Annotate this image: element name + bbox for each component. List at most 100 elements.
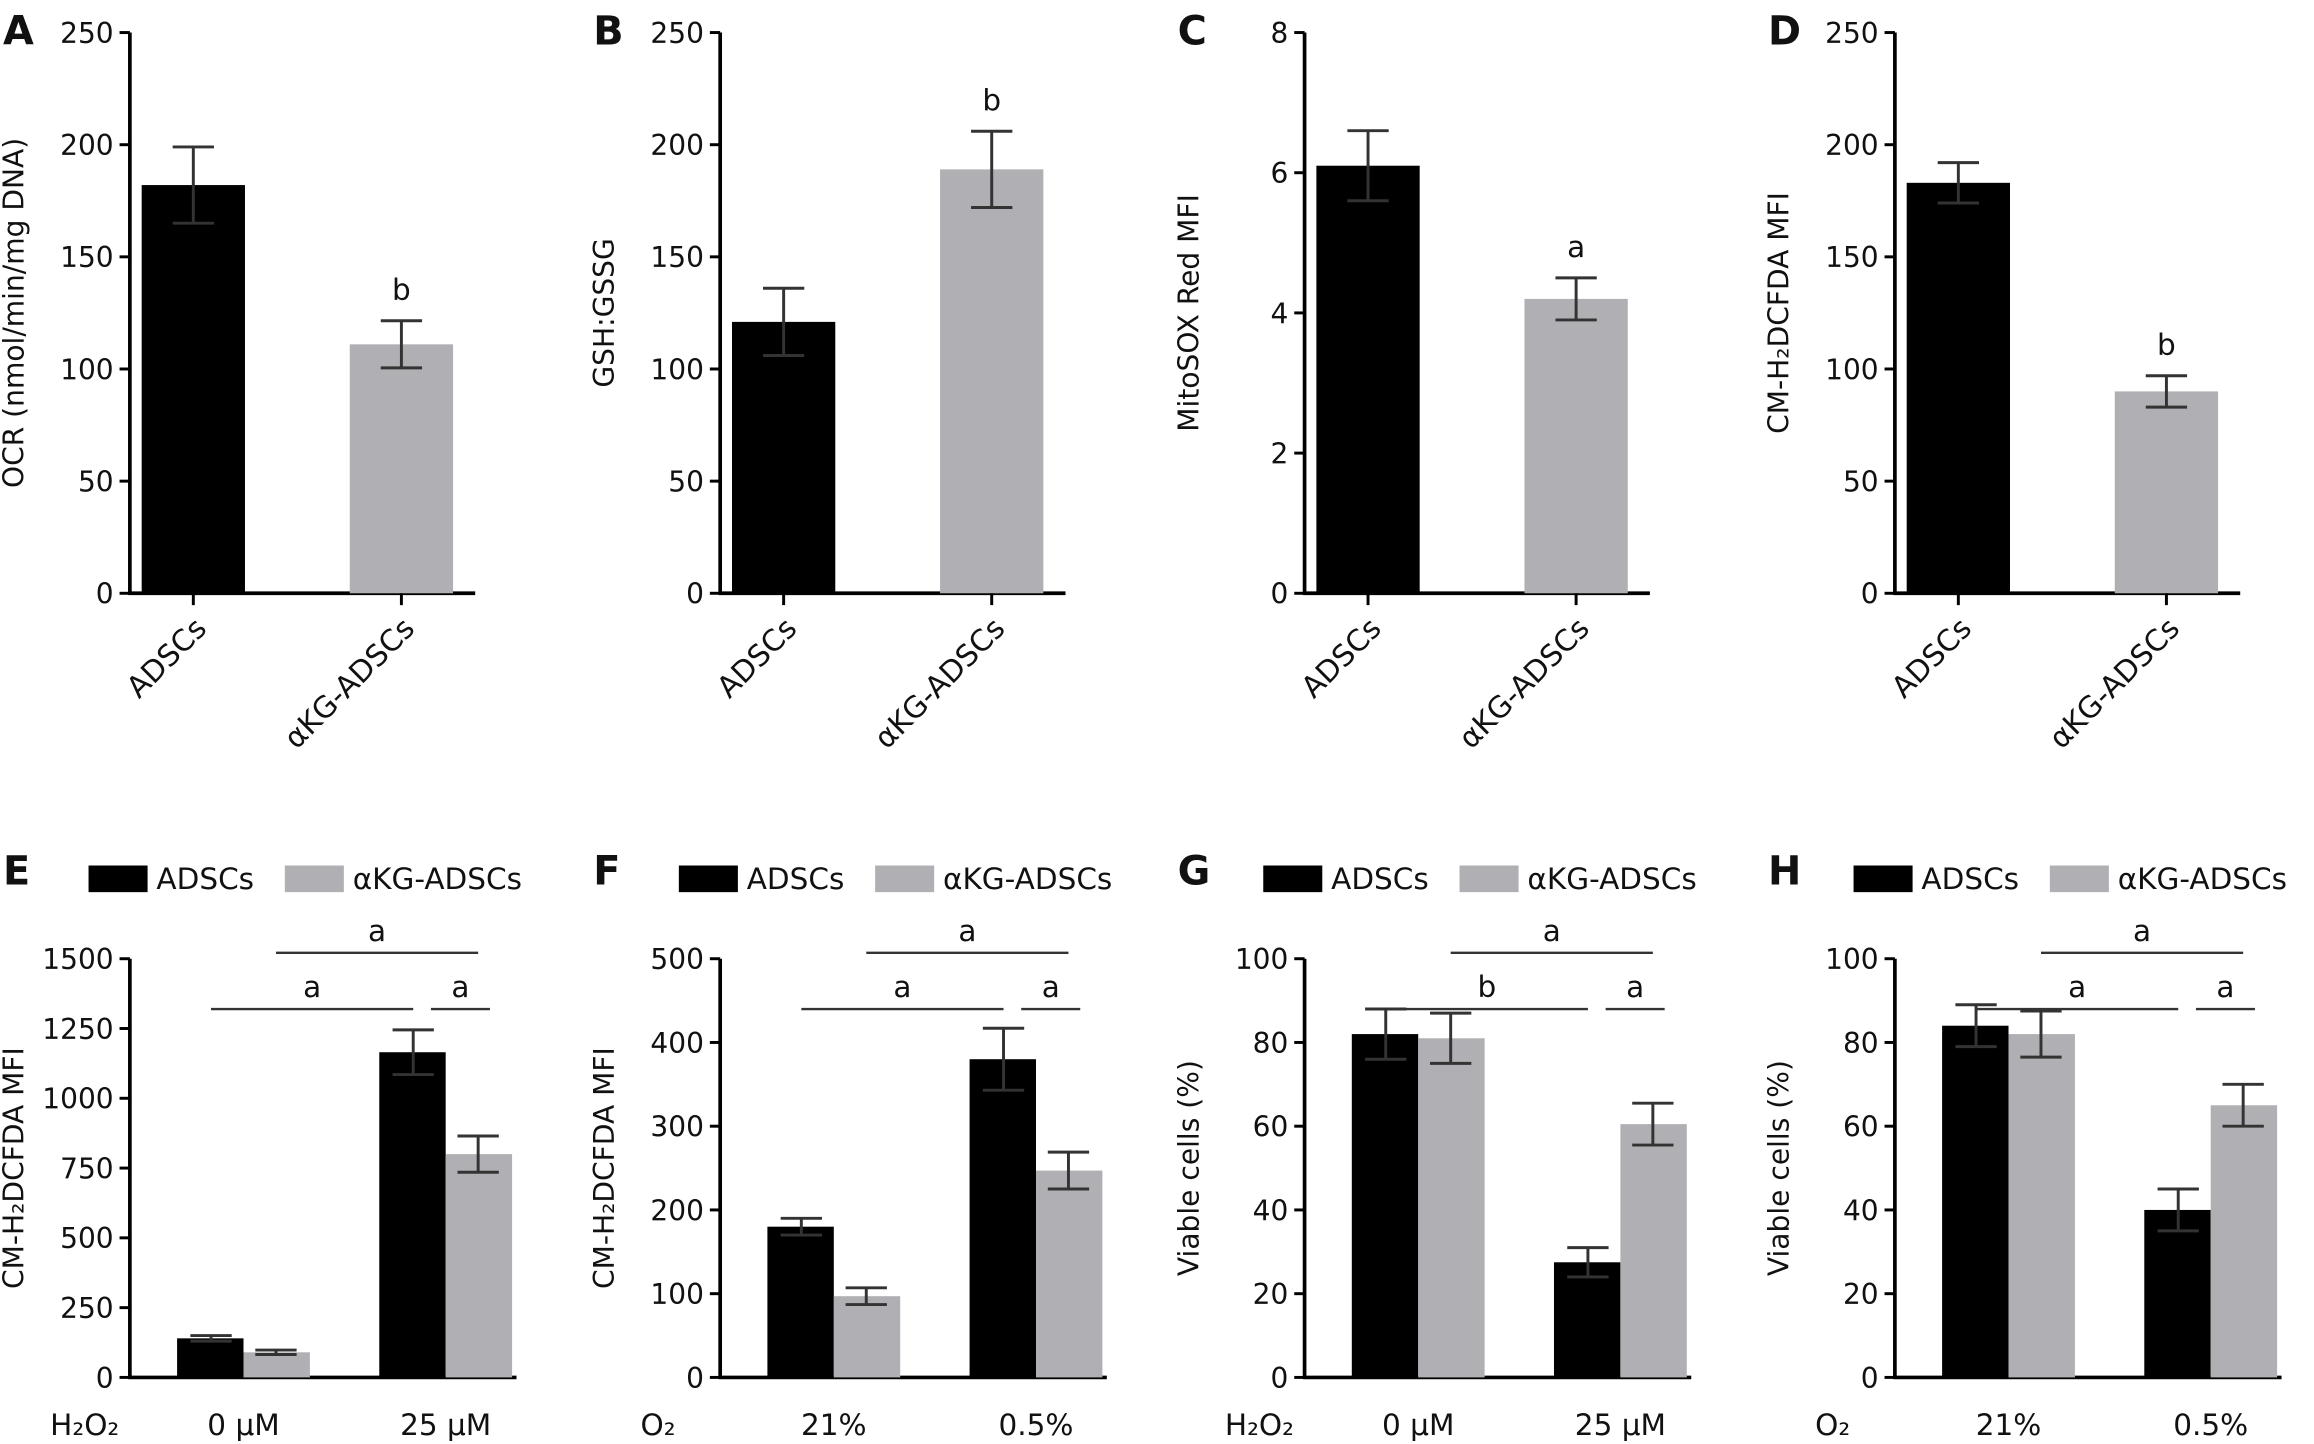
significance-label: a — [303, 970, 321, 1004]
x-category-label: 25 μM — [1575, 1408, 1666, 1442]
x-category-label: αKG-ADSCs — [2042, 611, 2186, 755]
panel-letter: H — [1768, 849, 1801, 895]
panel-d: D 0 50 100 150 200 250 CM-H₂DCFDA MFI ADSCs b αKG-… — [1763, 8, 2241, 755]
significance-label: a — [451, 970, 469, 1004]
legend-label-adscs: ADSCs — [1921, 862, 2019, 896]
legend-label-akg-adscs: αKG-ADSCs — [943, 862, 1112, 896]
y-tick-label: 80 — [1253, 1027, 1289, 1060]
bar-adscs — [379, 1052, 446, 1378]
legend-swatch-adscs — [678, 865, 738, 893]
bar-adscs — [1553, 1262, 1621, 1378]
panel-h: H 0 20 40 60 80 100 Viable cells (%) 21% 0.5% O₂ AD… — [1763, 849, 2287, 1442]
legend-swatch-akg-adscs — [284, 865, 344, 893]
y-tick-label: 0 — [1861, 1362, 1879, 1395]
y-tick-label: 0 — [1271, 578, 1289, 611]
x-category-label: ADSCs — [1885, 611, 1978, 704]
bar-adscs — [767, 1226, 834, 1378]
y-tick-label: 250 — [1825, 17, 1879, 50]
significance-label: a — [1042, 970, 1060, 1004]
bar-adscs — [1316, 165, 1420, 594]
y-tick-label: 150 — [1825, 241, 1879, 274]
significance-label: b — [982, 83, 1001, 117]
x-category-label: 21% — [801, 1408, 867, 1442]
y-axis-label: GSH:GSSG — [588, 238, 621, 387]
x-group-label: O₂ — [640, 1408, 675, 1442]
legend-label-adscs: ADSCs — [1331, 862, 1429, 896]
y-tick-label: 50 — [78, 465, 114, 498]
y-tick-label: 250 — [60, 17, 114, 50]
bar-akg-adscs — [2114, 391, 2219, 594]
significance-label: b — [1477, 970, 1496, 1004]
x-category-label: ADSCs — [1295, 611, 1388, 704]
y-tick-label: 500 — [650, 943, 704, 976]
significance-label: a — [2068, 970, 2086, 1004]
bar-adscs — [1906, 182, 2010, 594]
y-tick-label: 500 — [60, 1222, 114, 1255]
bar-akg-adscs — [445, 1154, 513, 1378]
y-axis-label: CM-H₂DCFDA MFI — [0, 1047, 31, 1289]
legend-swatch-adscs — [1853, 865, 1913, 893]
significance-label: b — [2157, 328, 2176, 362]
panel-letter: A — [3, 8, 34, 54]
y-tick-label: 100 — [1825, 353, 1879, 386]
y-tick-label: 20 — [1253, 1278, 1289, 1311]
bar-akg-adscs — [243, 1352, 310, 1378]
significance-label: a — [2133, 914, 2151, 948]
significance-label: b — [392, 273, 411, 307]
y-tick-label: 2 — [1271, 437, 1289, 470]
y-tick-label: 1000 — [42, 1083, 113, 1116]
legend-label-akg-adscs: αKG-ADSCs — [2118, 862, 2287, 896]
y-axis-label: MitoSOX Red MFI — [1172, 194, 1205, 432]
x-category-label: 0.5% — [2173, 1408, 2248, 1442]
y-tick-label: 200 — [60, 129, 114, 162]
bar-akg-adscs — [1418, 1038, 1485, 1378]
x-category-label: ADSCs — [710, 611, 803, 704]
bar-akg-adscs — [1524, 298, 1628, 594]
y-tick-label: 20 — [1843, 1278, 1879, 1311]
legend-swatch-adscs — [88, 865, 148, 893]
bar-akg-adscs — [1035, 1170, 1103, 1378]
bar-akg-adscs — [1620, 1124, 1687, 1378]
y-tick-label: 0 — [96, 1362, 114, 1395]
legend-swatch-akg-adscs — [1459, 865, 1519, 893]
y-tick-label: 40 — [1253, 1194, 1289, 1227]
x-category-label: αKG-ADSCs — [868, 611, 1012, 755]
bar-adscs — [2144, 1209, 2211, 1378]
y-tick-label: 6 — [1271, 157, 1289, 190]
y-tick-label: 0 — [1271, 1362, 1289, 1395]
y-tick-label: 150 — [60, 241, 114, 274]
bar-akg-adscs — [2210, 1105, 2278, 1378]
y-tick-label: 100 — [1825, 943, 1879, 976]
significance-label: a — [1567, 230, 1585, 264]
y-axis-label: OCR (nmol/min/mg DNA) — [0, 138, 31, 488]
bar-akg-adscs — [833, 1296, 901, 1378]
y-tick-label: 750 — [60, 1152, 114, 1185]
panel-f: F 0 100 200 300 400 500 CM-H₂DCFDA MFI 21% 0.5% O₂… — [588, 849, 1112, 1442]
y-tick-label: 1500 — [42, 943, 113, 976]
bar-akg-adscs — [349, 344, 454, 594]
y-tick-label: 200 — [650, 1194, 704, 1227]
y-tick-label: 8 — [1271, 17, 1289, 50]
bar-adscs — [731, 321, 836, 594]
x-group-label: H₂O₂ — [1225, 1408, 1294, 1442]
panel-e: E 0 250 500 750 1000 1250 1500 CM-H₂DCFDA MFI 0 μ… — [0, 849, 522, 1442]
panel-a: A 0 50 100 150 200 250 OCR (nmol/min/mg DNA) ADS… — [0, 8, 476, 755]
y-tick-label: 300 — [650, 1111, 704, 1144]
y-tick-label: 4 — [1271, 297, 1289, 330]
legend-label-adscs: ADSCs — [156, 862, 254, 896]
significance-label: a — [1543, 914, 1561, 948]
legend-label-akg-adscs: αKG-ADSCs — [353, 862, 522, 896]
panel-letter: F — [593, 849, 620, 895]
bar-adscs — [969, 1059, 1036, 1378]
panel-letter: C — [1178, 8, 1207, 54]
x-category-label: ADSCs — [120, 611, 213, 704]
x-category-label: 25 μM — [400, 1408, 491, 1442]
significance-label: a — [893, 970, 911, 1004]
y-tick-label: 0 — [686, 578, 704, 611]
y-tick-label: 0 — [96, 578, 114, 611]
x-category-label: αKG-ADSCs — [277, 611, 421, 755]
bar-adscs — [141, 185, 245, 594]
y-axis-label: Viable cells (%) — [1172, 1060, 1205, 1276]
significance-label: a — [1626, 970, 1644, 1004]
